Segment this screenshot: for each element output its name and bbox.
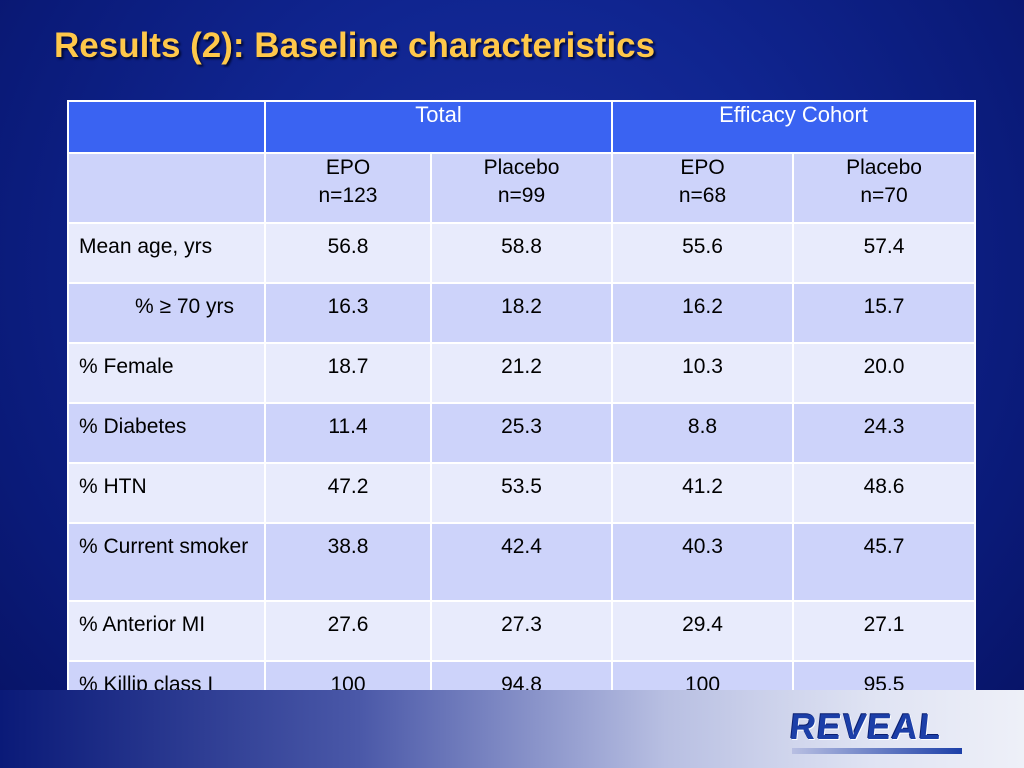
row-label: % Female [67, 342, 266, 404]
baseline-characteristics-table: Total Efficacy Cohort EPO n=123 Placebo … [67, 100, 977, 722]
column-header: Placebo n=99 [429, 152, 614, 224]
column-header: EPO n=123 [264, 152, 432, 224]
table-row: % ≥ 70 yrs 16.3 18.2 16.2 15.7 [67, 282, 977, 344]
column-header: EPO n=68 [611, 152, 795, 224]
row-label: % Diabetes [67, 402, 266, 464]
table-row: Mean age, yrs 56.8 58.8 55.6 57.4 [67, 222, 977, 284]
table-cell: 27.3 [429, 600, 614, 662]
table-cell: 15.7 [792, 282, 977, 344]
row-label: % ≥ 70 yrs [67, 282, 266, 344]
group-header-row: Total Efficacy Cohort [67, 100, 977, 154]
table-cell: 38.8 [264, 522, 432, 602]
group-header-total: Total [263, 100, 614, 154]
column-header-name: EPO [325, 156, 371, 179]
table-row: % Anterior MI 27.6 27.3 29.4 27.1 [67, 600, 977, 662]
table-cell: 25.3 [429, 402, 614, 464]
table-cell: 24.3 [792, 402, 977, 464]
empty-header-cell [67, 100, 266, 154]
table-cell: 55.6 [611, 222, 795, 284]
slide-title: Results (2): Baseline characteristics [54, 26, 656, 65]
table-row: % Current smoker 38.8 42.4 40.3 45.7 [67, 522, 977, 602]
table-cell: 16.2 [611, 282, 795, 344]
table-cell: 8.8 [611, 402, 795, 464]
table-cell: 10.3 [611, 342, 795, 404]
table-cell: 41.2 [611, 462, 795, 524]
column-header-n: n=70 [860, 184, 908, 207]
row-label: % Current smoker [67, 522, 266, 602]
table-cell: 16.3 [264, 282, 432, 344]
footer-band [0, 690, 1024, 768]
column-header-name: Placebo [846, 156, 922, 179]
table-cell: 20.0 [792, 342, 977, 404]
empty-subheader-cell [67, 152, 266, 224]
table-cell: 45.7 [792, 522, 977, 602]
table-cell: 42.4 [429, 522, 614, 602]
table-cell: 47.2 [264, 462, 432, 524]
table-row: % HTN 47.2 53.5 41.2 48.6 [67, 462, 977, 524]
column-header-name: Placebo [483, 156, 560, 179]
column-header-n: n=68 [678, 184, 727, 207]
table-cell: 27.6 [264, 600, 432, 662]
row-label: % HTN [67, 462, 266, 524]
table-cell: 27.1 [792, 600, 977, 662]
table-cell: 21.2 [429, 342, 614, 404]
table-cell: 29.4 [611, 600, 795, 662]
table-cell: 56.8 [264, 222, 432, 284]
table-row: % Diabetes 11.4 25.3 8.8 24.3 [67, 402, 977, 464]
column-header-row: EPO n=123 Placebo n=99 EPO n=68 Placebo … [67, 152, 977, 224]
reveal-logo: REVEAL [787, 706, 945, 747]
logo-underline [792, 748, 962, 754]
column-header-n: n=123 [318, 184, 378, 207]
table-cell: 57.4 [792, 222, 977, 284]
table-cell: 18.7 [264, 342, 432, 404]
table-row: % Female 18.7 21.2 10.3 20.0 [67, 342, 977, 404]
table-cell: 18.2 [429, 282, 614, 344]
column-header-n: n=99 [497, 184, 546, 207]
table-cell: 53.5 [429, 462, 614, 524]
column-header: Placebo n=70 [792, 152, 977, 224]
group-header-efficacy-cohort: Efficacy Cohort [611, 100, 977, 154]
table-cell: 11.4 [264, 402, 432, 464]
column-header-name: EPO [680, 156, 725, 179]
row-label: % Anterior MI [67, 600, 266, 662]
table-cell: 40.3 [611, 522, 795, 602]
table-cell: 48.6 [792, 462, 977, 524]
row-label: Mean age, yrs [67, 222, 266, 284]
table-cell: 58.8 [429, 222, 614, 284]
